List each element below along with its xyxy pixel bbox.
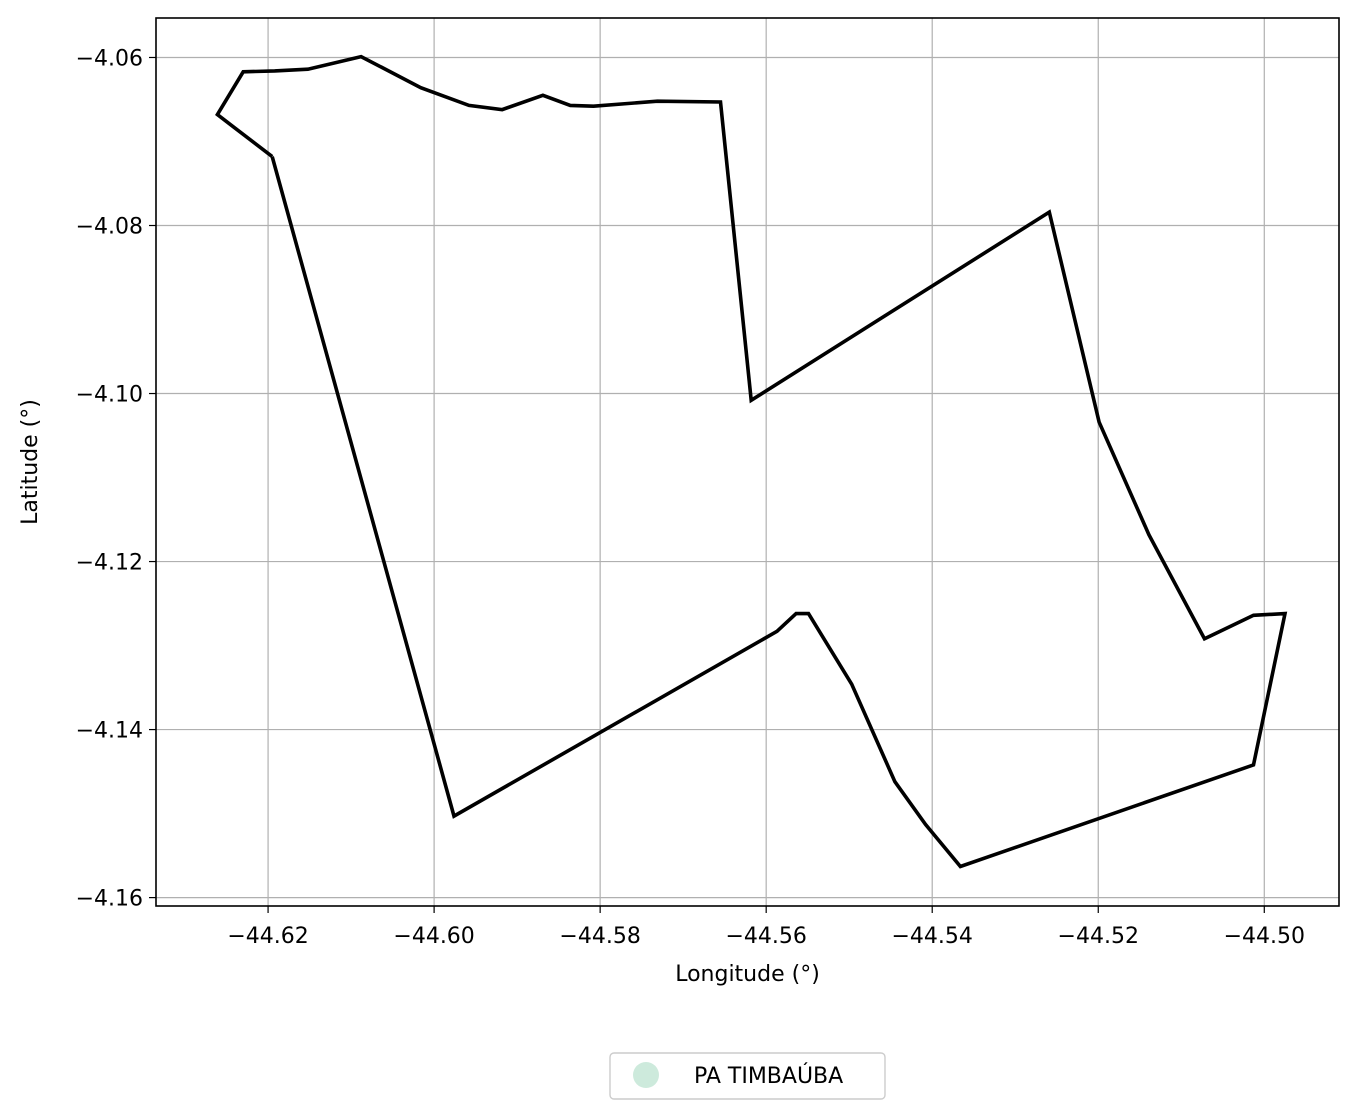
legend-label: PA TIMBAÚBA — [694, 1063, 843, 1089]
y-tick-label: −4.14 — [76, 719, 143, 744]
legend-marker — [633, 1062, 659, 1088]
plot-area — [215, 54, 1288, 869]
x-tick-label: −44.54 — [892, 924, 973, 949]
axes-frame — [155, 17, 1340, 907]
y-tick-label: −4.10 — [76, 383, 143, 408]
y-axis-label: Latitude (°) — [18, 399, 43, 525]
legend: PA TIMBAÚBA — [609, 1052, 886, 1100]
x-tick-label: −44.52 — [1058, 924, 1139, 949]
x-axis-label: Longitude (°) — [675, 962, 820, 987]
y-tick-label: −4.12 — [76, 551, 143, 576]
x-tick-label: −44.60 — [393, 924, 474, 949]
series-line — [215, 54, 1288, 869]
x-tick-label: −44.56 — [725, 924, 806, 949]
x-tick-label: −44.62 — [227, 924, 308, 949]
y-tick-label: −4.08 — [76, 215, 143, 240]
ticks: −44.62 −44.60 −44.58 −44.56 −44.54 −44.52 −44.… — [76, 46, 1305, 949]
grid — [156, 18, 1339, 906]
y-tick-label: −4.16 — [76, 887, 143, 912]
x-tick-label: −44.58 — [559, 924, 640, 949]
legend-box — [609, 1052, 886, 1100]
y-tick-label: −4.06 — [76, 46, 143, 71]
x-tick-label: −44.50 — [1224, 924, 1305, 949]
